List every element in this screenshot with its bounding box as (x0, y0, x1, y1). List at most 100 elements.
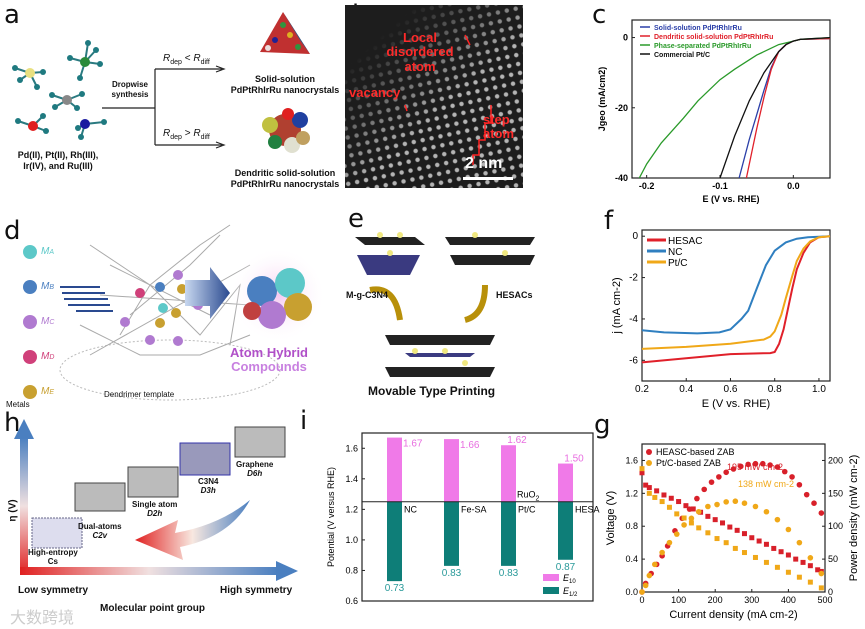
power-point (741, 500, 748, 507)
voltage-point (785, 552, 791, 558)
y-axis-label: j (mA cm-2) (611, 277, 623, 334)
power-point (694, 495, 700, 502)
power-point (730, 466, 737, 472)
structure-high-entropy: High-entropy Cs (28, 548, 78, 566)
y2-tick-label: 50 (828, 554, 838, 564)
panel-label-g: g (594, 410, 611, 440)
y-tick-label: -2 (629, 273, 638, 284)
y-tick-label: 0.0 (625, 587, 638, 597)
voltage-point (705, 513, 711, 519)
y-tick-label: 1.6 (345, 443, 358, 453)
voltage-point (732, 545, 738, 551)
bar-value-label: 0.83 (499, 568, 519, 579)
process-label: Dropwise synthesis (111, 80, 149, 99)
x-tick-label: 0 (639, 595, 644, 605)
y-tick-label: 0.6 (345, 596, 358, 606)
voltage-point (800, 559, 806, 565)
y-tick-label: 1.0 (345, 535, 358, 545)
legend-entry: HESAC (668, 236, 702, 247)
plot-frame (641, 229, 831, 382)
power-point (716, 474, 722, 480)
power-point (681, 522, 687, 528)
voltage-point (778, 549, 784, 555)
condition-top: Rdep < Rdiff (163, 53, 210, 66)
voltage-point (720, 520, 726, 526)
legend-entry: E1/2 (563, 586, 578, 598)
arrow-up-icon (464, 284, 488, 323)
panel-label-d: d (4, 216, 21, 246)
power-point (688, 515, 695, 522)
voltage-point (727, 524, 733, 530)
voltage-point (741, 550, 747, 556)
legend-marker (646, 449, 652, 455)
voltage-point (652, 494, 658, 500)
panel-d-schematic (23, 224, 326, 401)
bar-value-label: 0.83 (442, 568, 462, 579)
voltage-point (815, 567, 821, 573)
x-tick-label: 0.6 (724, 384, 738, 395)
peak-power-annotation: 195 mW cm-2 (727, 462, 783, 472)
atom-hybrid-compounds-label: Atom Hybrid Compounds (230, 345, 308, 374)
dendritic-nanocrystal-icon (262, 108, 310, 153)
panel-label-a: a (4, 0, 20, 30)
power-point (705, 503, 711, 510)
stem-image: Local disordered atom vacancy step atom … (345, 5, 523, 188)
y-tick-label: -6 (629, 355, 638, 366)
y-axis-label: Potential (V versus RHE) (326, 467, 336, 567)
voltage-point (646, 485, 652, 491)
legend-swatch (543, 574, 559, 581)
voltage-point (756, 538, 762, 544)
voltage-point (681, 515, 687, 521)
chart-g: 0 100 200 300 400 500 0.0 0.4 0.8 1.2 1.6 0 50 100 150… (605, 443, 860, 621)
bar-value-label: 1.66 (460, 440, 480, 451)
power-point (811, 500, 817, 507)
power-point (774, 516, 781, 523)
power-point (818, 510, 825, 516)
voltage-point (690, 506, 696, 512)
y2-tick-label: 150 (828, 488, 843, 498)
power-point (642, 582, 649, 589)
y-axis-label: Voltage (V) (605, 491, 617, 545)
x-tick-label: 200 (708, 595, 723, 605)
metal-b-label: MB (41, 281, 55, 292)
power-point (796, 481, 803, 488)
bar-value-label: 0.87 (556, 562, 576, 573)
reaction-arrows (102, 65, 226, 149)
y2-tick-label: 200 (828, 455, 843, 465)
big-arrow-icon (185, 267, 230, 319)
voltage-point (696, 525, 702, 531)
series-line-1 (641, 235, 831, 335)
bar-value-label: 1.50 (564, 454, 584, 465)
x-tick-label: 500 (817, 595, 832, 605)
m-g-c3n4-label: M-g-C3N4 (346, 290, 388, 300)
legend-entry: Phase-separated PdPtRhIrRu (654, 43, 751, 50)
plot-frame (641, 443, 826, 593)
series-line-0 (641, 235, 831, 364)
arrow-down-icon (369, 286, 403, 321)
voltage-point (705, 530, 711, 536)
metal-a-label: MA (41, 246, 55, 257)
bar-E1-2-NC (387, 501, 402, 582)
y-tick-label: 1.2 (625, 488, 638, 498)
molecular-point-group-label: Molecular point group (100, 603, 205, 614)
product-top-label: Solid-solution PdPtRhIrRu nanocrystals (230, 74, 340, 96)
y-tick-label: 1.2 (345, 504, 358, 514)
category-label: Fe-SA (461, 505, 487, 515)
low-symmetry-label: Low symmetry (18, 585, 89, 596)
power-point (763, 508, 770, 515)
power-point (659, 549, 665, 556)
bar-E1-2-Pt/C (501, 501, 516, 566)
voltage-point (818, 585, 824, 591)
voltage-point (796, 574, 802, 580)
legend-marker (646, 460, 652, 466)
bar-E10-NC (387, 437, 402, 502)
movable-type-printing-label: Movable Type Printing (368, 384, 496, 398)
panel-label-e: e (348, 204, 364, 234)
y-tick-label: -40 (615, 173, 628, 183)
power-point (732, 498, 739, 505)
y-axis-label: Jgeo (mA/cm2) (597, 67, 607, 132)
x-tick-label: 400 (781, 595, 796, 605)
series-line-2 (641, 235, 831, 350)
